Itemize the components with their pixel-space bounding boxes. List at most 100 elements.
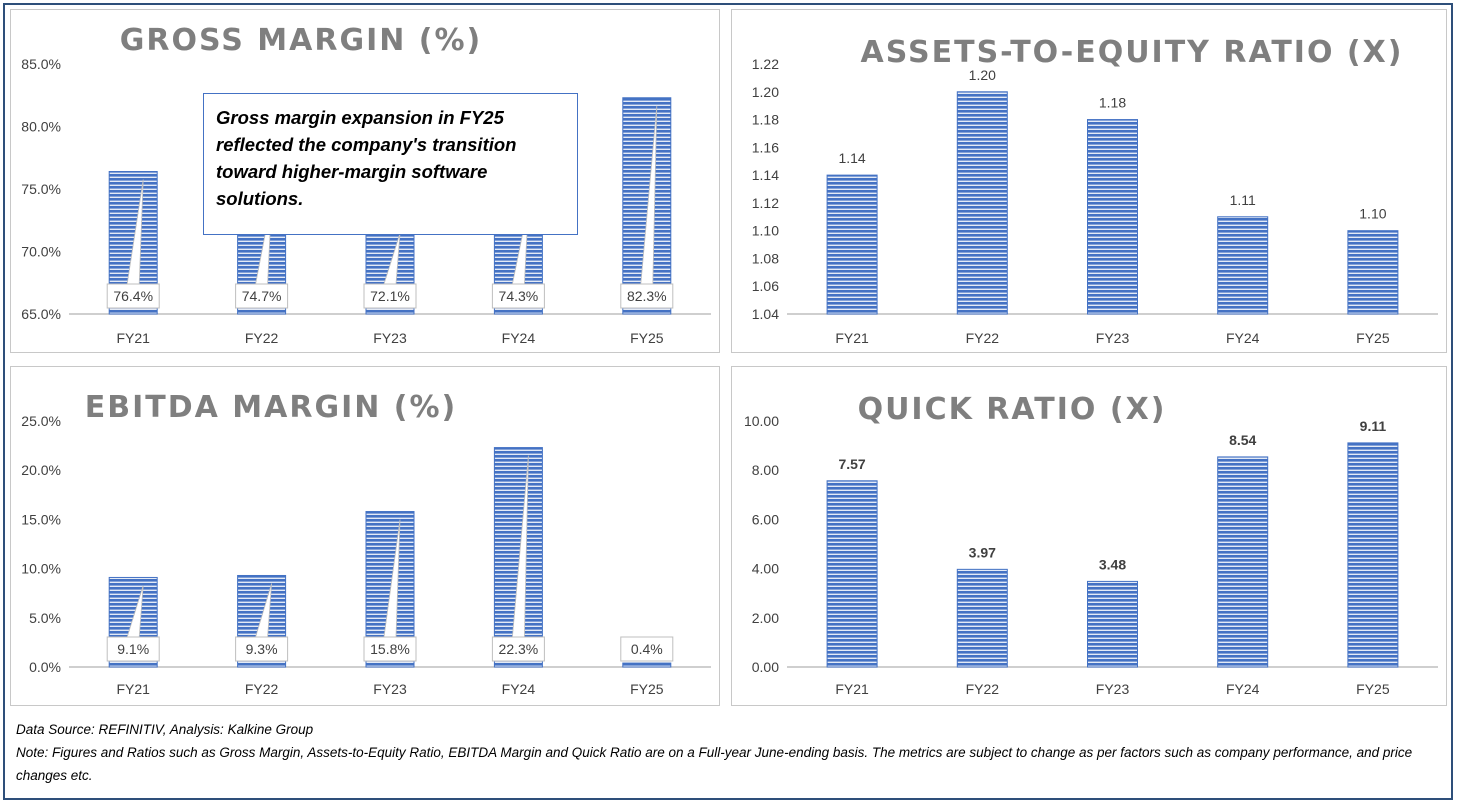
gross-margin-chart: GROSS MARGIN (%) 65.0% 70.0% 75.0% 80.0% 85.0…	[10, 9, 720, 353]
y-tick-label: 75.0%	[21, 181, 61, 197]
y-tick-label: 65.0%	[21, 306, 61, 322]
y-tick-label: 1.06	[752, 278, 779, 294]
chart-title: GROSS MARGIN (%)	[120, 23, 483, 58]
bar	[1347, 442, 1399, 668]
chart-svg: EBITDA MARGIN (%) 0.0% 5.0% 10.0% 15.0% 20.0%…	[21, 390, 711, 697]
y-tick-label: 1.22	[752, 56, 779, 72]
data-label: 74.7%	[242, 288, 282, 304]
y-tick-label: 0.0%	[29, 659, 61, 675]
chart-title: ASSETS-TO-EQUITY RATIO (X)	[861, 35, 1404, 70]
bar	[826, 480, 878, 668]
data-label-box	[620, 283, 674, 309]
category-label: FY23	[373, 330, 407, 346]
y-tick-label: 1.18	[752, 112, 779, 128]
data-label-box	[235, 283, 289, 309]
category-label: FY22	[245, 330, 279, 346]
disclaimer-note-text: Note: Figures and Ratios such as Gross M…	[16, 745, 1413, 783]
data-label-box	[620, 636, 674, 662]
y-tick-label: 1.14	[752, 167, 779, 183]
data-label-box	[363, 283, 417, 309]
data-label: 3.97	[969, 544, 996, 560]
bar	[1347, 230, 1399, 315]
data-label: 22.3%	[499, 641, 539, 657]
data-label: 1.20	[969, 67, 996, 83]
outer-frame	[3, 3, 1453, 800]
data-label-box	[491, 283, 545, 309]
annotation-textbox: Gross margin expansion in FY25 reflected…	[203, 93, 578, 235]
data-label-box	[363, 636, 417, 662]
data-label-box	[235, 636, 289, 662]
category-label: FY23	[373, 681, 407, 697]
y-tick-label: 6.00	[752, 511, 779, 527]
bar	[622, 662, 672, 668]
data-label: 7.57	[838, 456, 865, 472]
data-label: 74.3%	[499, 288, 539, 304]
category-label: FY21	[835, 681, 869, 697]
data-label: 9.1%	[117, 641, 149, 657]
y-tick-label: 70.0%	[21, 244, 61, 260]
y-tick-label: 10.0%	[21, 561, 61, 577]
data-label-box	[106, 283, 160, 309]
y-tick-label: 1.04	[752, 306, 779, 322]
category-label: FY25	[1356, 681, 1390, 697]
data-label: 1.11	[1230, 192, 1256, 208]
y-tick-label: 1.08	[752, 250, 779, 266]
data-label: 72.1%	[370, 288, 410, 304]
bar	[1087, 119, 1138, 315]
category-label: FY24	[1226, 681, 1260, 697]
category-label: FY21	[116, 681, 150, 697]
y-tick-label: 2.00	[752, 610, 779, 626]
ebitda-margin-chart: EBITDA MARGIN (%) 0.0% 5.0% 10.0% 15.0% 20.0%…	[10, 366, 720, 706]
data-label: 15.8%	[370, 641, 410, 657]
category-label: FY22	[245, 681, 279, 697]
category-label: FY21	[116, 330, 150, 346]
y-tick-label: 80.0%	[21, 119, 61, 135]
bar	[956, 91, 1008, 315]
data-label: 0.4%	[631, 641, 663, 657]
y-tick-label: 10.00	[744, 413, 779, 429]
data-label: 9.3%	[246, 641, 278, 657]
data-label: 3.48	[1099, 556, 1126, 572]
data-source-text: Data Source: REFINITIV, Analysis: Kalkin…	[16, 722, 314, 737]
category-label: FY24	[502, 681, 536, 697]
data-label-box	[491, 636, 545, 662]
chart-title: QUICK RATIO (X)	[858, 392, 1167, 427]
category-label: FY23	[1096, 330, 1130, 346]
bar	[826, 174, 878, 315]
y-tick-label: 1.12	[752, 195, 779, 211]
data-label-box	[106, 636, 160, 662]
assets-to-equity-chart: ASSETS-TO-EQUITY RATIO (X) 1.04 1.06 1.08 1.…	[731, 9, 1447, 353]
data-label: 1.18	[1099, 95, 1126, 111]
chart-title: EBITDA MARGIN (%)	[85, 390, 458, 425]
y-tick-label: 1.20	[752, 84, 779, 100]
category-label: FY21	[835, 330, 869, 346]
y-tick-label: 1.10	[752, 223, 779, 239]
category-label: FY25	[630, 681, 664, 697]
category-label: FY22	[966, 330, 1000, 346]
category-label: FY25	[630, 330, 664, 346]
quick-ratio-chart: QUICK RATIO (X) 0.00 2.00 4.00 6.00 8.00 10.00…	[731, 366, 1447, 706]
data-label: 9.11	[1360, 418, 1387, 434]
footer-notes: Data Source: REFINITIV, Analysis: Kalkin…	[16, 718, 1436, 787]
bar	[1217, 456, 1269, 668]
data-label: 82.3%	[627, 288, 667, 304]
bar	[956, 568, 1008, 668]
y-tick-label: 4.00	[752, 561, 779, 577]
category-label: FY24	[1226, 330, 1260, 346]
y-tick-label: 1.16	[752, 139, 779, 155]
data-label: 76.4%	[113, 288, 153, 304]
y-tick-label: 25.0%	[21, 413, 61, 429]
y-tick-label: 85.0%	[21, 56, 61, 72]
y-tick-label: 8.00	[752, 462, 779, 478]
category-label: FY25	[1356, 330, 1390, 346]
bar	[1087, 580, 1138, 668]
chart-svg: QUICK RATIO (X) 0.00 2.00 4.00 6.00 8.00 10.00…	[744, 392, 1438, 697]
chart-svg: ASSETS-TO-EQUITY RATIO (X) 1.04 1.06 1.08 1.…	[752, 35, 1438, 346]
y-tick-label: 5.0%	[29, 610, 61, 626]
data-label: 8.54	[1229, 432, 1256, 448]
category-label: FY22	[966, 681, 1000, 697]
y-tick-label: 20.0%	[21, 462, 61, 478]
data-label: 1.14	[838, 150, 865, 166]
bar	[1217, 216, 1269, 315]
data-label: 1.10	[1359, 206, 1386, 222]
